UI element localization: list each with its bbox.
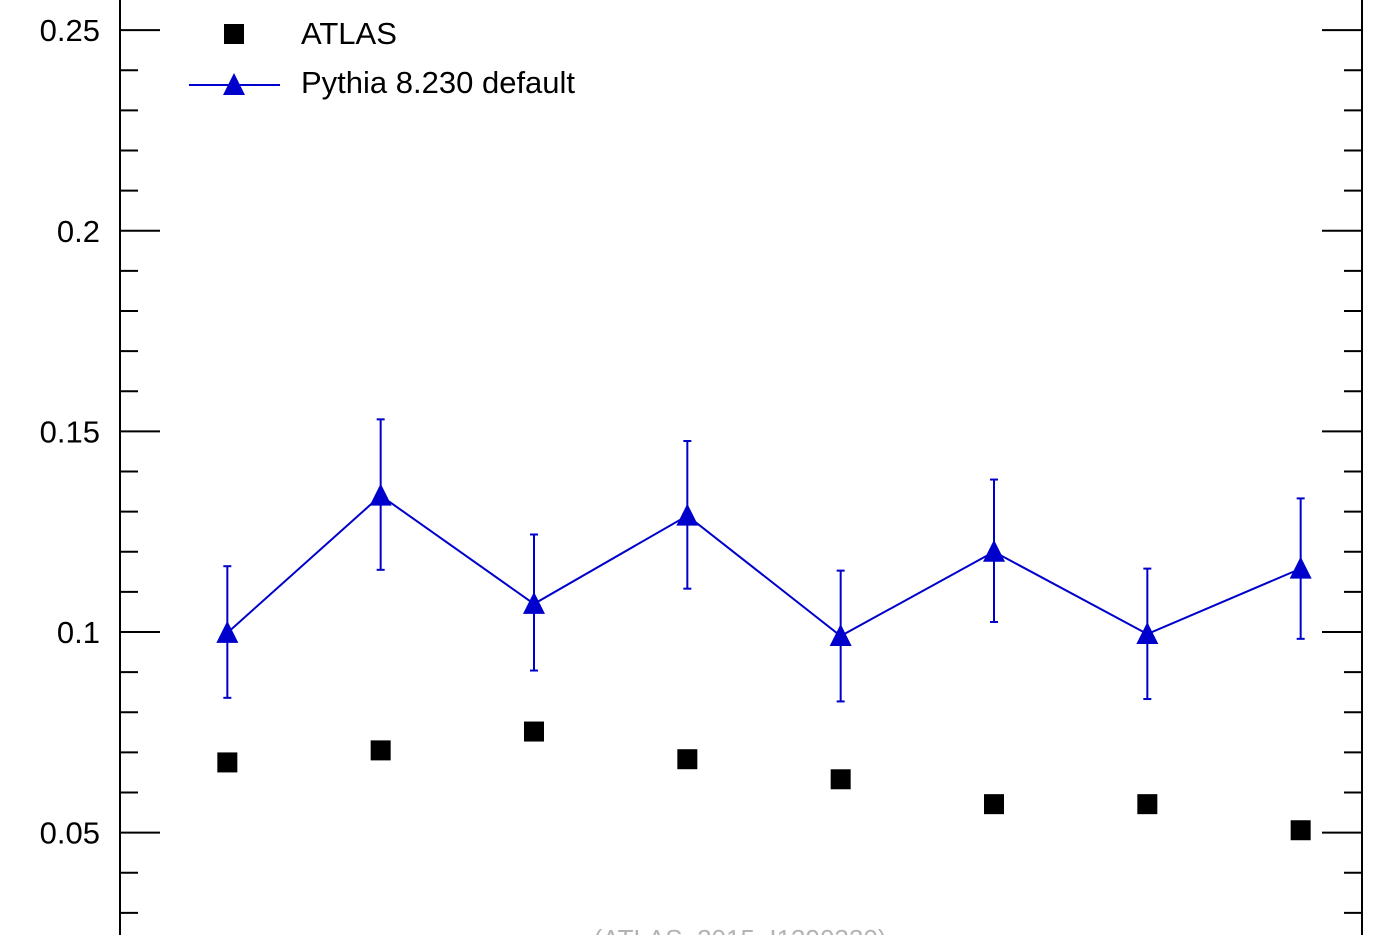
analysis-reference-label: (ATLAS_2015_I1390220) bbox=[594, 924, 887, 935]
pythia-point bbox=[829, 624, 852, 647]
legend: ATLAS Pythia 8.230 default bbox=[189, 16, 575, 100]
pythia-point bbox=[369, 483, 392, 506]
legend-pythia-marker bbox=[223, 73, 245, 95]
y-tick-label: 0.15 bbox=[40, 414, 100, 449]
y-tick-label: 0.1 bbox=[57, 615, 100, 650]
atlas-point bbox=[677, 749, 698, 770]
atlas-point bbox=[830, 769, 851, 790]
atlas-point bbox=[217, 752, 238, 773]
pythia-series-line bbox=[226, 494, 1302, 638]
pythia-point bbox=[1136, 622, 1159, 645]
atlas-point bbox=[984, 794, 1004, 815]
y-tick-label: 0.25 bbox=[40, 13, 100, 48]
pythia-point bbox=[1289, 556, 1312, 579]
pythia-point bbox=[216, 620, 239, 643]
plot-area bbox=[216, 418, 1312, 841]
pythia-point bbox=[983, 539, 1005, 562]
plot-frame bbox=[119, 0, 1363, 935]
y-axis: 0.05 0.1 0.15 0.2 0.25 bbox=[40, 13, 1362, 914]
y-tick-label: 0.2 bbox=[57, 214, 100, 249]
atlas-point bbox=[524, 721, 544, 742]
y-tick-label: 0.05 bbox=[40, 816, 100, 851]
legend-atlas-label: ATLAS bbox=[301, 16, 397, 51]
atlas-point bbox=[1137, 794, 1158, 815]
atlas-point bbox=[370, 740, 391, 761]
pythia-point bbox=[523, 591, 545, 614]
legend-atlas-marker bbox=[224, 24, 244, 44]
atlas-point bbox=[1290, 820, 1311, 841]
legend-pythia-label: Pythia 8.230 default bbox=[301, 65, 575, 100]
pythia-point bbox=[676, 503, 699, 526]
